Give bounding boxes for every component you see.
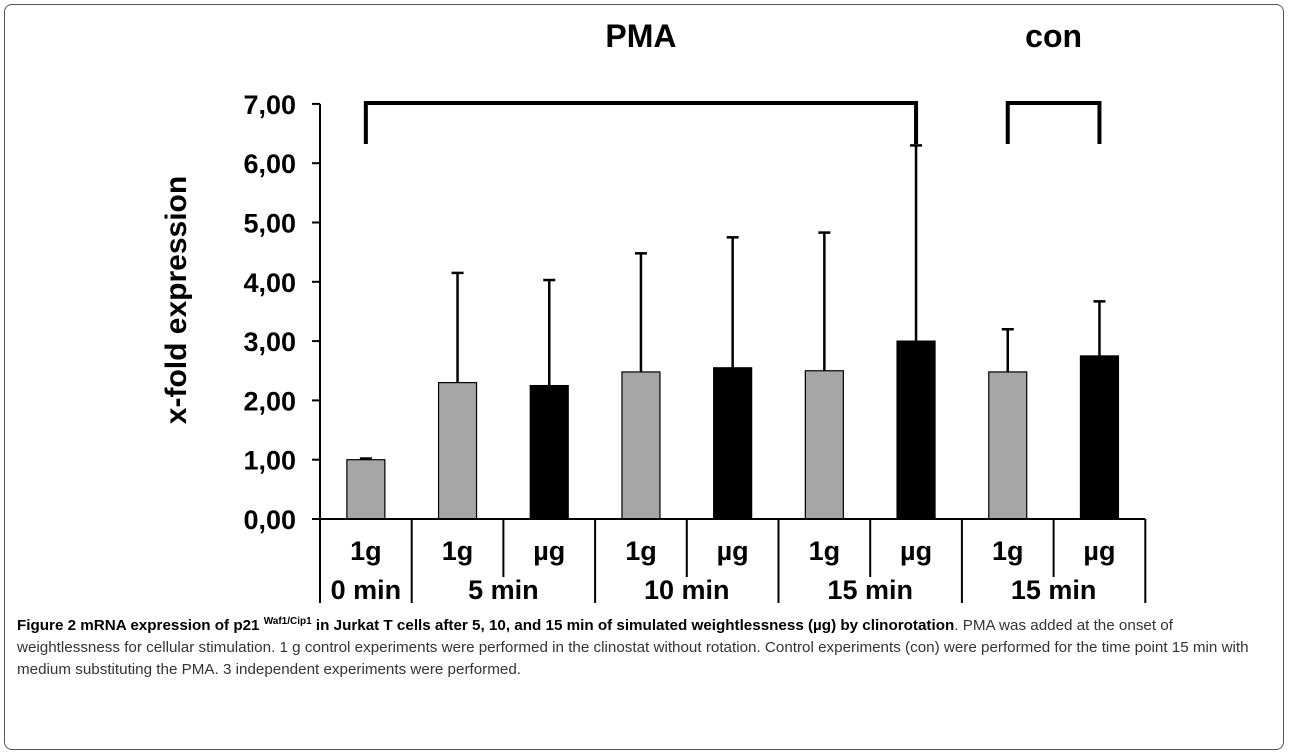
category-label: 1g <box>442 536 474 566</box>
caption-body: PMA was added at the onset of weightless… <box>17 617 1249 679</box>
bar <box>437 382 478 520</box>
y-tick-label: 0,00 <box>243 505 296 535</box>
time-group-label: 15 min <box>827 575 913 605</box>
category-label: 1g <box>350 536 382 566</box>
category-label: µg <box>1083 536 1115 566</box>
time-group-label: 10 min <box>644 575 730 605</box>
y-axis-label: x-fold expression <box>160 176 193 424</box>
category-label: µg <box>533 536 565 566</box>
figure-caption: Figure 2 mRNA expression of p21 Waf1/Cip… <box>17 616 1249 679</box>
category-label: 1g <box>992 536 1024 566</box>
bar-chart: x-fold expression 0,00 1,00 2,00 3,00 4,00 5,… <box>160 18 1147 605</box>
bracket-label: PMA <box>605 18 676 54</box>
time-group-label: 15 min <box>1011 575 1097 605</box>
y-tick-label: 2,00 <box>243 386 296 416</box>
category-label: 1g <box>809 536 841 566</box>
category-label: µg <box>717 536 749 566</box>
bar <box>1079 355 1120 520</box>
bracket <box>1005 101 1102 144</box>
bar <box>621 371 661 520</box>
y-tick-label: 6,00 <box>243 149 296 179</box>
y-tick-label: 7,00 <box>243 90 296 120</box>
category-label: µg <box>900 536 932 566</box>
caption-title: Figure 2 mRNA expression of p21 Waf1/Cip… <box>17 616 955 635</box>
y-tick-label: 5,00 <box>243 209 296 239</box>
bar <box>713 367 753 520</box>
time-group-label: 0 min <box>331 575 402 605</box>
labels-layer: 0,00 1,00 2,00 3,00 4,00 5,00 6,00 7,00 1g 1g µg 1g… <box>243 18 1115 605</box>
y-tick-label: 1,00 <box>243 446 296 476</box>
y-tick-label: 3,00 <box>243 327 296 357</box>
bars-layer <box>346 144 1120 520</box>
axes-layer <box>312 101 1147 603</box>
bracket <box>363 101 919 144</box>
time-group-label: 5 min <box>468 575 539 605</box>
bar <box>804 370 844 520</box>
category-label: 1g <box>625 536 657 566</box>
bar <box>346 459 386 520</box>
bracket-label: con <box>1025 18 1082 54</box>
y-tick-label: 4,00 <box>243 268 296 298</box>
bar <box>988 371 1028 520</box>
bar <box>529 384 569 520</box>
bar <box>896 340 936 520</box>
